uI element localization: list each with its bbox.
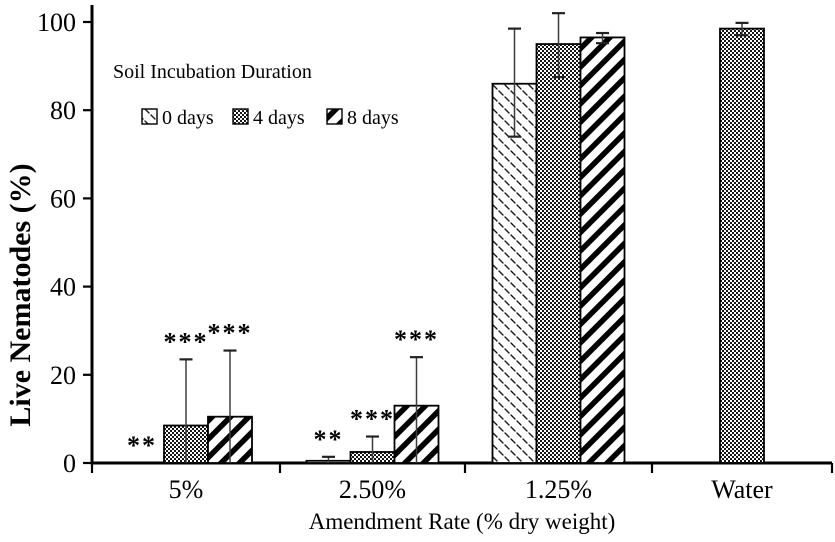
legend-label: 8 days (347, 107, 399, 129)
legend-title: Soil Incubation Duration (113, 61, 312, 83)
significance-label: ** (127, 431, 157, 460)
y-tick-label: 0 (63, 449, 76, 478)
bar-1.25%-0 days (491, 82, 538, 464)
x-category-label: 5% (169, 475, 204, 504)
significance-label: ** (314, 425, 344, 454)
y-tick-label: 80 (50, 96, 76, 125)
y-tick-label: 100 (37, 8, 76, 37)
y-tick-label: 60 (50, 184, 76, 213)
x-category-label: 2.50% (339, 475, 406, 504)
legend-swatch-diagonal-stripe (326, 108, 343, 125)
significance-label: *** (394, 325, 439, 354)
significance-label: *** (350, 405, 395, 434)
x-category-label: 1.25% (525, 475, 592, 504)
x-category-label: Water (711, 475, 773, 504)
y-tick-label: 20 (50, 361, 76, 390)
bar-group-Water (719, 21, 765, 464)
x-axis-title: Amendment Rate (% dry weight) (309, 509, 616, 534)
legend-swatch-dot-grid (232, 108, 249, 125)
bar-1.25%-8 days (579, 36, 626, 464)
legend-label: 0 days (162, 107, 214, 129)
bar-group-5%: ***** *** (127, 319, 253, 464)
y-axis-title: Live Nematodes (%) (4, 163, 37, 426)
y-tick-label: 40 (50, 273, 76, 302)
legend-swatch-diagonal-dash (141, 108, 158, 125)
bar-Water-4 days (719, 27, 765, 464)
significance-label: *** (164, 327, 209, 356)
bar-group-1.25% (491, 12, 626, 464)
bar-1.25%-4 days (535, 43, 582, 464)
bar-group-2.50%: ******** (305, 325, 440, 464)
significance-label: *** (208, 319, 253, 348)
legend-label: 4 days (253, 107, 305, 129)
legend: Soil Incubation Duration 0 days 4 days 8 da… (113, 61, 399, 129)
